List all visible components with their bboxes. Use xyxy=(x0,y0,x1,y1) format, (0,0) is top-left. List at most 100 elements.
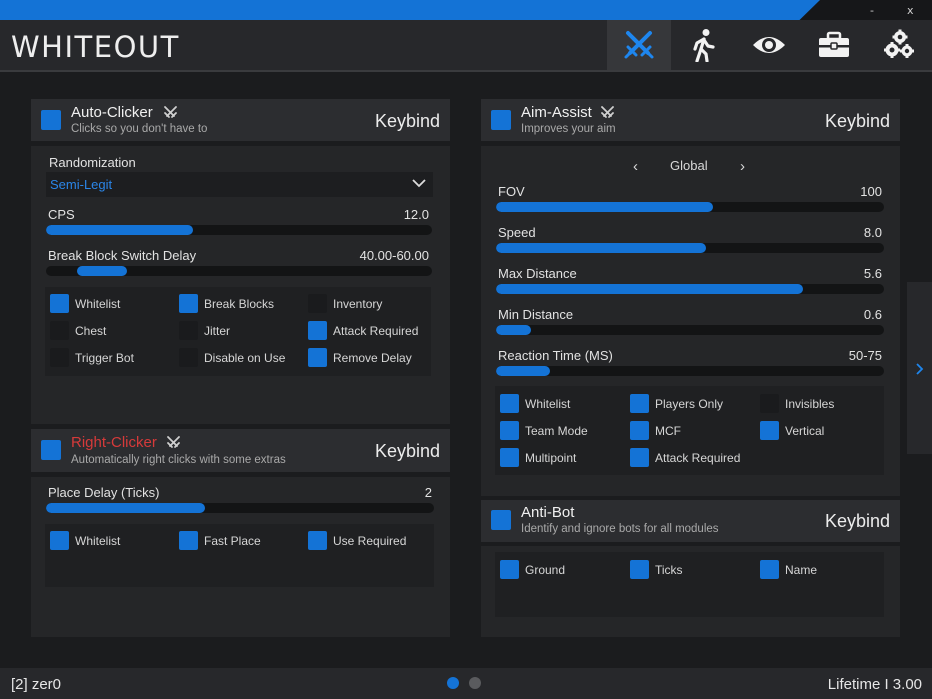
speed-slider[interactable] xyxy=(496,243,884,253)
reaction-time-ms-slider-fill xyxy=(496,366,551,376)
license-label: Lifetime I 3.00 xyxy=(827,676,922,693)
aimassist-keybind[interactable]: Keybind xyxy=(825,111,891,131)
option-label: Use Required xyxy=(333,534,407,548)
option-label: Jitter xyxy=(204,324,231,338)
max-distance-slider-fill xyxy=(496,284,803,294)
speed-label: Speed xyxy=(498,225,536,240)
checkbox-players-only[interactable] xyxy=(630,394,649,413)
randomization-dropdown[interactable]: Semi-Legit xyxy=(46,172,433,197)
checkbox-trigger-bot[interactable] xyxy=(50,348,69,367)
option-label: Disable on Use xyxy=(204,351,286,365)
minimize-button[interactable]: - xyxy=(870,4,874,17)
crossed-swords-icon xyxy=(601,106,614,118)
checkbox-whitelist[interactable] xyxy=(500,394,519,413)
reaction-time-ms-value: 50-75 xyxy=(848,348,882,363)
checkbox-name[interactable] xyxy=(760,560,779,579)
autoclicker-toggle[interactable] xyxy=(41,110,61,130)
autoclicker-keybind[interactable]: Keybind xyxy=(375,111,441,131)
max-distance-slider[interactable] xyxy=(496,284,884,294)
checkbox-multipoint[interactable] xyxy=(500,448,519,467)
max-distance-label: Max Distance xyxy=(498,266,577,281)
option-label: Team Mode xyxy=(525,424,588,438)
fov-slider[interactable] xyxy=(496,202,884,212)
min-distance-slider[interactable] xyxy=(496,325,884,335)
aimassist-title: Aim-Assist xyxy=(521,104,592,121)
aimassist-subtitle: Improves your aim xyxy=(521,123,616,135)
option-label: MCF xyxy=(655,424,681,438)
autoclicker-subtitle: Clicks so you don't have to xyxy=(71,123,208,135)
checkbox-attack-required[interactable] xyxy=(308,321,327,340)
cps-slider[interactable] xyxy=(46,225,432,235)
tab-misc[interactable] xyxy=(867,20,931,70)
antibot-keybind[interactable]: Keybind xyxy=(825,511,891,531)
antibot-subtitle: Identify and ignore bots for all modules xyxy=(521,523,719,535)
option-label: Inventory xyxy=(333,297,383,311)
option-label: Attack Required xyxy=(655,451,741,465)
checkbox-ground[interactable] xyxy=(500,560,519,579)
checkbox-whitelist[interactable] xyxy=(50,531,69,550)
checkbox-whitelist[interactable] xyxy=(50,294,69,313)
rightclicker-title: Right-Clicker xyxy=(71,434,157,451)
min-distance-label: Min Distance xyxy=(498,307,574,322)
antibot-title: Anti-Bot xyxy=(521,504,575,521)
checkbox-ticks[interactable] xyxy=(630,560,649,579)
checkbox-invisibles[interactable] xyxy=(760,394,779,413)
break-block-delay-label: Break Block Switch Delay xyxy=(48,248,197,263)
tab-movement[interactable] xyxy=(672,20,736,70)
aimassist-toggle[interactable] xyxy=(491,110,511,130)
checkbox-inventory[interactable] xyxy=(308,294,327,313)
place-delay-slider[interactable] xyxy=(46,503,434,513)
option-label: Whitelist xyxy=(525,397,571,411)
checkbox-use-required[interactable] xyxy=(308,531,327,550)
checkbox-break-blocks[interactable] xyxy=(179,294,198,313)
page-dot-2[interactable] xyxy=(469,677,481,689)
rightclicker-keybind[interactable]: Keybind xyxy=(375,441,441,461)
chevron-down-icon xyxy=(412,179,426,188)
rightclicker-header xyxy=(31,429,450,472)
break-block-delay-slider[interactable] xyxy=(46,266,432,276)
option-label: Name xyxy=(785,563,818,577)
rightclicker-subtitle: Automatically right clicks with some ext… xyxy=(71,454,286,466)
autoclicker-options xyxy=(45,287,431,376)
crossed-swords-icon xyxy=(624,31,654,59)
user-label: [2] zer0 xyxy=(11,676,62,693)
option-label: Break Blocks xyxy=(204,297,275,311)
min-distance-value: 0.6 xyxy=(863,307,882,322)
aimassist-options xyxy=(495,386,884,475)
tab-combat[interactable] xyxy=(607,20,671,70)
antibot-toggle[interactable] xyxy=(491,510,511,530)
close-button[interactable]: x xyxy=(907,4,914,17)
chevron-right-icon xyxy=(916,363,924,375)
rightclicker-toggle[interactable] xyxy=(41,440,61,460)
option-label: Whitelist xyxy=(75,297,121,311)
autoclicker-title: Auto-Clicker xyxy=(71,104,153,121)
next-page-handle[interactable] xyxy=(907,282,932,454)
max-distance-value: 5.6 xyxy=(863,266,882,281)
tab-render[interactable] xyxy=(737,20,801,70)
walking-person-icon xyxy=(693,29,715,62)
break-block-delay-range xyxy=(76,266,128,276)
checkbox-chest[interactable] xyxy=(50,321,69,340)
reaction-time-ms-slider[interactable] xyxy=(496,366,884,376)
speed-value: 8.0 xyxy=(863,225,882,240)
tab-player[interactable] xyxy=(802,20,866,70)
gears-icon xyxy=(884,29,914,58)
antibot-options xyxy=(495,552,884,617)
cps-slider-fill xyxy=(46,225,193,235)
profile-prev-button[interactable]: ‹ xyxy=(633,158,638,175)
option-label: Attack Required xyxy=(333,324,419,338)
page-dot-1[interactable] xyxy=(447,677,459,689)
checkbox-mcf[interactable] xyxy=(630,421,649,440)
profile-next-button[interactable]: › xyxy=(740,158,745,175)
checkbox-remove-delay[interactable] xyxy=(308,348,327,367)
checkbox-vertical[interactable] xyxy=(760,421,779,440)
checkbox-jitter[interactable] xyxy=(179,321,198,340)
checkbox-team-mode[interactable] xyxy=(500,421,519,440)
status-bar xyxy=(0,668,932,699)
option-label: Players Only xyxy=(655,397,724,411)
checkbox-fast-place[interactable] xyxy=(179,531,198,550)
checkbox-attack-required[interactable] xyxy=(630,448,649,467)
randomization-value: Semi-Legit xyxy=(50,177,113,192)
cps-label: CPS xyxy=(48,207,75,222)
checkbox-disable-on-use[interactable] xyxy=(179,348,198,367)
